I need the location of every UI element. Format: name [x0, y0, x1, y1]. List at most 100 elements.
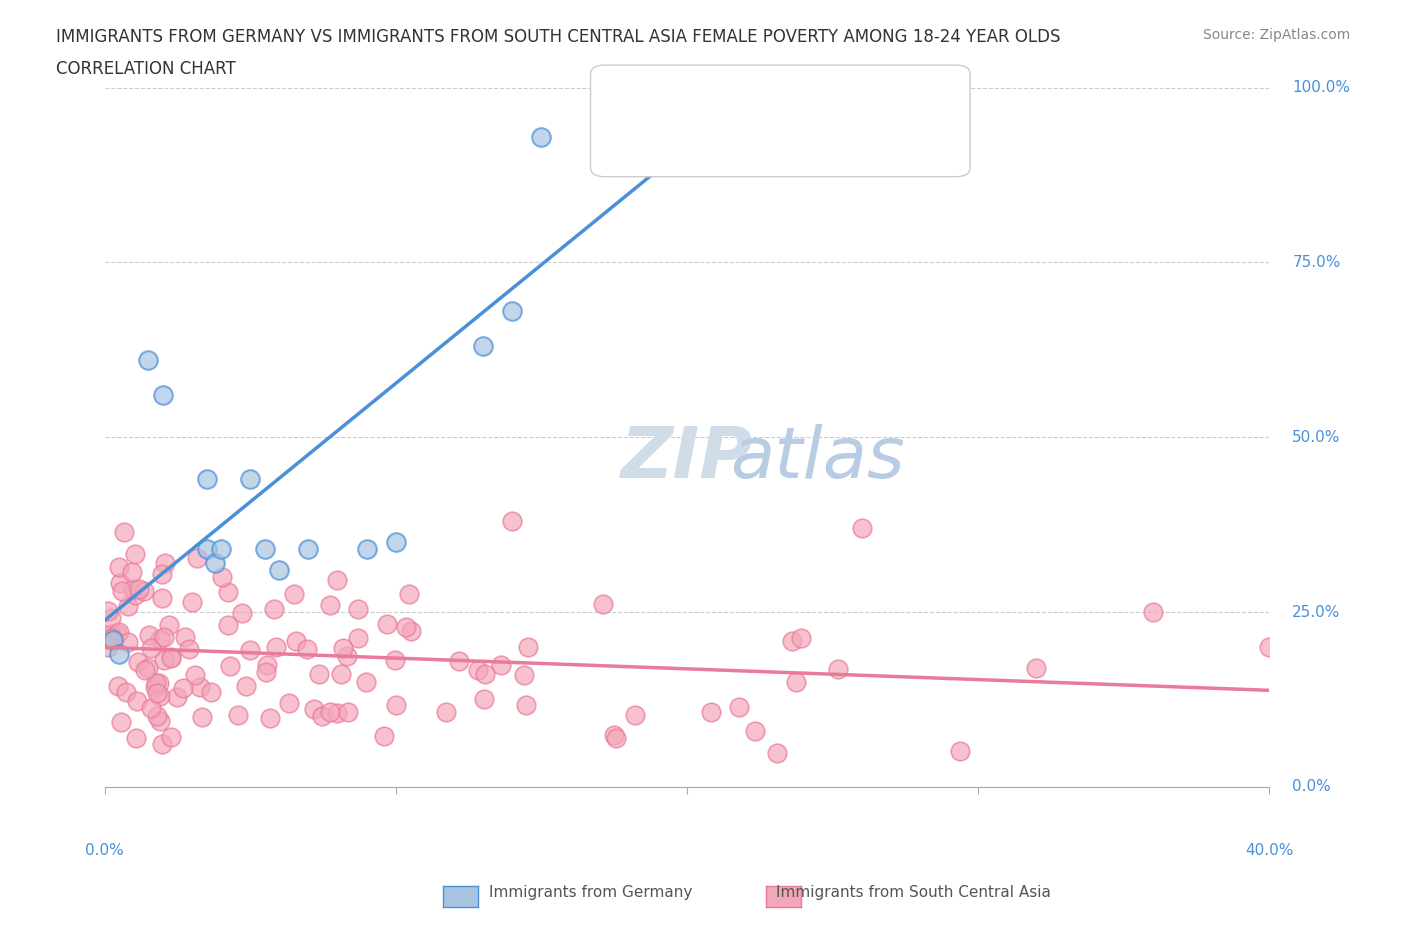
Text: CORRELATION CHART: CORRELATION CHART [56, 60, 236, 78]
Point [195, 472, 218, 486]
Text: 40.0%: 40.0% [1244, 843, 1294, 857]
Point [384, 535, 406, 550]
Point [121, 582, 143, 597]
Point [186, 551, 208, 565]
Point [179, 642, 201, 657]
Text: 25.0%: 25.0% [1292, 604, 1341, 619]
Point [173, 630, 195, 644]
Point [395, 619, 418, 634]
Point [269, 563, 291, 578]
Point [128, 581, 150, 596]
Point [100, 631, 122, 645]
Point [326, 706, 349, 721]
Point [311, 709, 333, 724]
Point [295, 642, 318, 657]
Point [617, 122, 640, 137]
Point [134, 663, 156, 678]
Point [153, 629, 176, 644]
Point [447, 654, 470, 669]
Point [474, 667, 496, 682]
Point [166, 689, 188, 704]
Point [592, 597, 614, 612]
Point [125, 694, 148, 709]
Point [375, 616, 398, 631]
Point [127, 654, 149, 669]
Point [239, 643, 262, 658]
Point [117, 598, 139, 613]
Point [700, 705, 723, 720]
Point [302, 701, 325, 716]
Point [384, 653, 406, 668]
Point [744, 724, 766, 738]
Point [101, 626, 124, 641]
Text: 100.0%: 100.0% [1292, 80, 1350, 95]
Point [136, 660, 159, 675]
Point [159, 650, 181, 665]
Point [297, 541, 319, 556]
Text: atlas: atlas [731, 424, 905, 493]
Point [110, 714, 132, 729]
Point [149, 689, 172, 704]
Point [336, 649, 359, 664]
Point [139, 700, 162, 715]
Point [211, 569, 233, 584]
Point [209, 541, 232, 556]
Text: 50.0%: 50.0% [1292, 430, 1341, 445]
Point [150, 566, 173, 581]
Point [149, 713, 172, 728]
Point [517, 640, 540, 655]
Point [97, 640, 120, 655]
Point [146, 709, 169, 724]
Point [336, 705, 359, 720]
Point [790, 631, 813, 646]
Point [153, 555, 176, 570]
Point [373, 728, 395, 743]
Point [115, 684, 138, 699]
Point [108, 646, 131, 661]
Point [111, 584, 134, 599]
Point [160, 729, 183, 744]
Point [226, 708, 249, 723]
Point [728, 699, 751, 714]
Point [121, 565, 143, 579]
Point [160, 650, 183, 665]
Point [235, 679, 257, 694]
Point [153, 652, 176, 667]
Point [285, 634, 308, 649]
Point [231, 606, 253, 621]
Point [132, 584, 155, 599]
Point [184, 667, 207, 682]
Point [513, 667, 536, 682]
Point [150, 737, 173, 751]
Point [1142, 604, 1164, 619]
Point [472, 691, 495, 706]
Point [501, 304, 523, 319]
Text: Immigrants from South Central Asia: Immigrants from South Central Asia [776, 885, 1052, 900]
Point [125, 730, 148, 745]
Point [278, 696, 301, 711]
Point [264, 640, 287, 655]
Point [851, 521, 873, 536]
Point [180, 594, 202, 609]
Point [138, 628, 160, 643]
Point [124, 546, 146, 561]
Text: IMMIGRANTS FROM GERMANY VS IMMIGRANTS FROM SOUTH CENTRAL ASIA FEMALE POVERTY AMO: IMMIGRANTS FROM GERMANY VS IMMIGRANTS FR… [56, 28, 1060, 46]
Point [107, 678, 129, 693]
Point [319, 705, 342, 720]
Text: 0.0%: 0.0% [86, 843, 124, 857]
Point [948, 743, 970, 758]
Point [138, 352, 160, 367]
Point [319, 598, 342, 613]
Point [308, 667, 330, 682]
Point [1025, 660, 1047, 675]
Point [489, 658, 512, 672]
Point [398, 587, 420, 602]
Point [124, 588, 146, 603]
Point [766, 746, 789, 761]
Point [97, 604, 120, 618]
Point [239, 472, 262, 486]
Point [356, 541, 378, 556]
Point [661, 122, 683, 137]
Point [326, 573, 349, 588]
Text: 0.0%: 0.0% [1292, 779, 1331, 794]
